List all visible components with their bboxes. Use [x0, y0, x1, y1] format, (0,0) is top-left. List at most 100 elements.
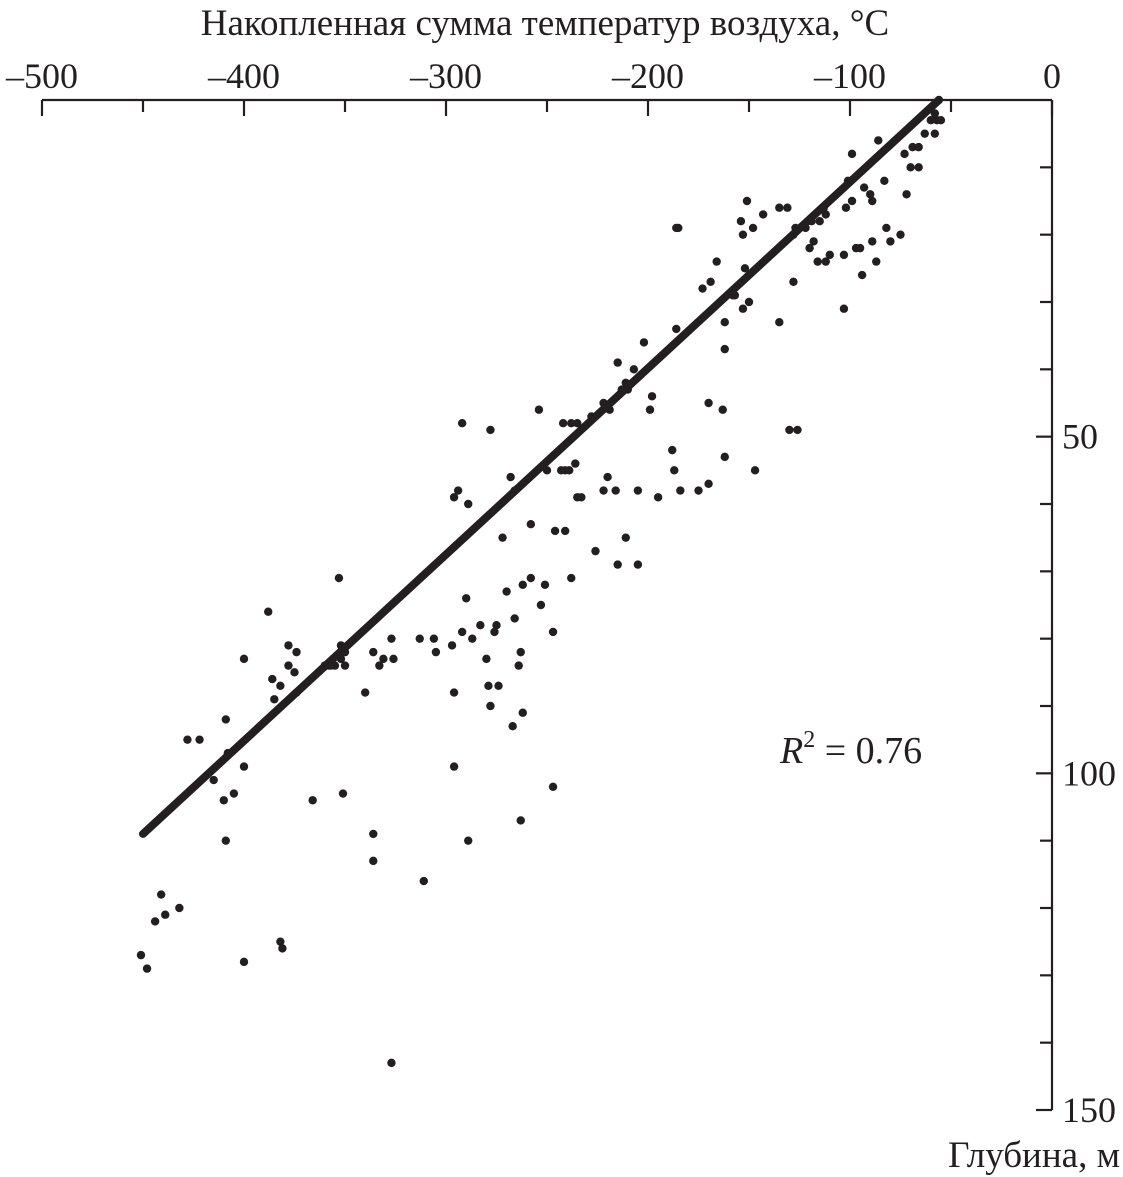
data-point [750, 466, 760, 475]
data-point [558, 419, 568, 428]
data-point [375, 661, 384, 670]
data-point [704, 479, 713, 488]
x-axis-ticks: –500 –400 –300 –200 –100 0 [5, 56, 1061, 116]
data-point [775, 318, 784, 327]
data-point [278, 944, 287, 953]
data-point [906, 163, 915, 172]
data-point [857, 270, 867, 280]
data-point [361, 688, 370, 697]
data-point [508, 722, 517, 731]
data-point [292, 647, 301, 657]
data-point [221, 836, 231, 845]
data-point [926, 116, 935, 125]
data-point [908, 142, 917, 152]
data-point [494, 681, 503, 690]
data-point [540, 580, 550, 589]
data-point [229, 789, 239, 798]
data-point [518, 580, 527, 589]
data-point [603, 472, 612, 482]
data-point [611, 486, 620, 495]
data-point [902, 190, 911, 199]
data-point [514, 661, 523, 670]
x-tick-label: –300 [409, 56, 482, 96]
data-point [775, 203, 784, 212]
data-point [936, 116, 946, 125]
data-point [793, 425, 802, 435]
data-point [449, 688, 459, 697]
data-point [672, 223, 681, 233]
data-point [195, 735, 204, 744]
data-point [209, 775, 218, 785]
data-point [526, 520, 536, 529]
data-point [449, 493, 459, 502]
data-point [498, 533, 507, 542]
data-point [510, 614, 519, 623]
data-point [239, 762, 249, 771]
data-point [449, 762, 459, 771]
data-point [930, 109, 940, 118]
data-point [518, 708, 527, 717]
data-point [672, 324, 681, 334]
data-point [789, 277, 798, 286]
data-point [633, 486, 643, 495]
data-point [859, 183, 869, 192]
data-point [736, 217, 746, 226]
data-point [841, 203, 851, 212]
x-tick-label: –500 [5, 56, 78, 96]
data-point [599, 486, 608, 495]
r-squared-annotation: R2 = 0.76 [779, 727, 922, 772]
data-point [447, 641, 457, 650]
y-tick-label: 150 [1062, 1090, 1116, 1130]
data-point [457, 419, 467, 428]
data-point [175, 903, 184, 913]
x-tick-label: –200 [611, 56, 684, 96]
data-point [740, 264, 750, 273]
data-point [276, 937, 285, 946]
data-point [712, 257, 721, 266]
data-point [738, 230, 748, 239]
data-point [419, 876, 428, 886]
data-point [573, 493, 582, 502]
data-point [645, 405, 655, 414]
data-point [389, 654, 398, 664]
x-tick-label: –400 [207, 56, 280, 96]
data-point [738, 304, 748, 313]
x-tick-label: 0 [1043, 56, 1061, 96]
data-point [613, 560, 622, 569]
data-point [136, 950, 146, 960]
data-point [920, 129, 929, 138]
data-point [914, 163, 923, 172]
data-point [783, 203, 792, 212]
data-point [785, 425, 794, 435]
data-point [847, 149, 857, 159]
data-point [748, 223, 758, 233]
data-point [565, 466, 574, 475]
data-point [825, 250, 834, 260]
data-point [548, 627, 558, 637]
data-point [379, 654, 388, 664]
data-point [560, 526, 570, 536]
data-point [548, 782, 558, 791]
data-point [464, 836, 473, 845]
data-point [866, 190, 875, 199]
data-point [431, 647, 441, 657]
data-point [239, 654, 249, 664]
data-point [486, 425, 495, 435]
data-point [276, 681, 285, 690]
data-point [742, 196, 752, 206]
data-point [369, 856, 378, 866]
data-point [880, 176, 889, 185]
data-point [453, 486, 463, 495]
data-point [429, 634, 439, 643]
data-point [239, 957, 249, 967]
data-point [591, 546, 600, 556]
data-point [720, 344, 729, 354]
data-point [698, 284, 707, 293]
data-points [136, 95, 946, 1068]
data-point [268, 674, 277, 684]
data-point [744, 297, 754, 307]
data-point [872, 257, 881, 266]
data-point [571, 459, 580, 468]
data-point [387, 1058, 396, 1068]
